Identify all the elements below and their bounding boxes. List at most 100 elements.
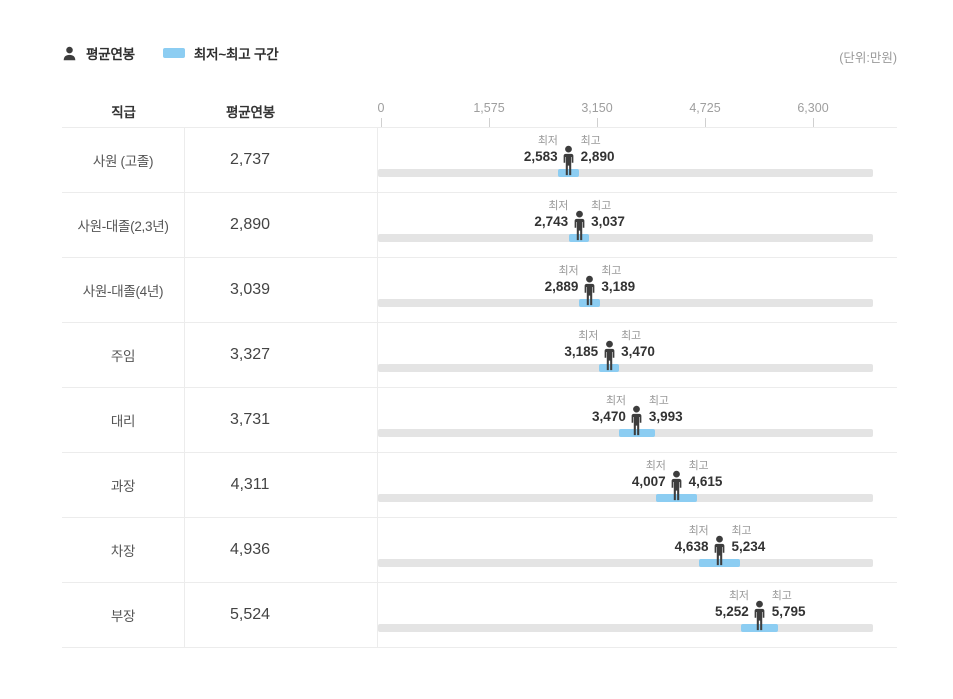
min-value-group: 최저 5,252 [715,591,749,619]
min-value-group: 최저 3,185 [564,331,598,359]
min-value: 3,470 [592,409,626,424]
range-chart-cell: 최저 2,743 최고 3,037 [378,193,897,257]
max-value-group: 최고 5,234 [731,526,765,554]
min-label: 최저 [537,135,558,147]
range-chart-cell: 최저 2,889 최고 3,189 [378,258,897,322]
min-label: 최저 [688,525,709,537]
range-chart-cell: 최저 3,185 최고 3,470 [378,323,897,387]
person-marker-icon [671,470,682,501]
min-value-group: 최저 4,007 [632,461,666,489]
range-swatch-icon [162,48,185,58]
table-row: 부장 5,524 최저 5,252 최고 5,795 [62,583,897,648]
person-marker-icon [563,145,574,176]
range-track [378,494,873,502]
range-track [378,299,873,307]
range-chart-cell: 최저 4,007 최고 4,615 [378,453,897,517]
min-value: 5,252 [715,604,749,619]
position-cell: 차장 [62,518,185,582]
table-row: 사원-대졸(4년) 3,039 최저 2,889 최고 3,189 [62,258,897,323]
range-bar [579,299,600,307]
range-bar [655,494,698,502]
range-chart-cell: 최저 2,583 최고 2,890 [378,128,897,192]
average-cell: 2,890 [185,193,378,257]
person-marker-icon [604,340,614,371]
legend-average-label: 평균연봉 [86,47,135,62]
range-bar [569,234,590,242]
max-value-group: 최고 5,795 [772,591,806,619]
max-value-group: 최고 3,470 [621,331,655,359]
max-value: 3,470 [621,344,655,359]
legend-item-average: 평균연봉 [62,43,135,63]
table-row: 과장 4,311 최저 4,007 최고 4,615 [62,453,897,518]
table-row: 차장 4,936 최저 4,638 최고 5,234 [62,518,897,583]
max-value-group: 최고 3,189 [601,266,635,294]
min-value: 4,007 [631,474,666,489]
average-cell: 4,311 [185,453,378,517]
min-label: 최저 [606,395,626,407]
legend: 평균연봉 최저~최고 구간 [62,43,279,63]
range-bar [741,624,779,632]
max-label: 최고 [648,395,669,407]
table-row: 사원 (고졸) 2,737 최저 2,583 최고 2,890 [62,128,897,193]
min-value: 3,185 [564,344,599,359]
position-cell: 부장 [62,583,185,647]
person-marker-icon [754,600,765,631]
range-bar [558,169,580,177]
person-marker-icon [584,275,595,306]
average-cell: 2,737 [185,128,378,192]
min-value-group: 최저 4,638 [675,526,709,554]
range-track [378,364,873,372]
table-row: 대리 3,731 최저 3,470 최고 3,993 [62,388,897,453]
position-cell: 사원-대졸(2,3년) [62,193,185,257]
average-cell: 3,731 [185,388,378,452]
table-row: 주임 3,327 최저 3,185 최고 3,470 [62,323,897,388]
position-cell: 주임 [62,323,185,387]
min-value: 2,889 [544,279,579,294]
range-track [378,624,873,632]
average-cell: 3,327 [185,323,378,387]
chart-axis: 0 1,575 3,150 4,725 6,300 [378,94,897,127]
max-label: 최고 [591,200,611,212]
position-cell: 과장 [62,453,185,517]
axis-tick-label: 6,300 [797,101,829,115]
range-chart-cell: 최저 4,638 최고 5,234 [378,518,897,582]
min-value-group: 최저 2,583 [524,136,558,164]
legend-item-range: 최저~최고 구간 [162,43,279,63]
axis-tick-label: 3,150 [581,101,613,115]
table-row: 사원-대졸(2,3년) 2,890 최저 2,743 최고 3,037 [62,193,897,258]
person-bust-icon [63,46,76,60]
min-value-group: 최저 2,889 [545,266,579,294]
position-cell: 사원 (고졸) [62,128,185,192]
axis-tick-mark [381,118,382,127]
max-label: 최고 [688,460,709,472]
min-value: 2,743 [534,214,569,229]
axis-tick-mark [489,118,490,127]
max-value: 4,615 [688,474,723,489]
min-value: 4,638 [674,539,709,554]
max-value: 3,037 [591,214,625,229]
header-position: 직급 [111,104,136,120]
axis-tick-mark [813,118,814,127]
min-label: 최저 [728,590,749,602]
min-value: 2,583 [523,149,558,164]
header-average: 평균연봉 [226,104,275,120]
axis-tick-mark [597,118,598,127]
table-header: 직급 평균연봉 0 1,575 3,150 4,725 6,300 [62,94,897,128]
range-bar [599,364,619,372]
legend-range-label: 최저~최고 구간 [193,47,279,62]
max-label: 최고 [621,330,641,342]
max-label: 최고 [731,525,752,537]
average-cell: 3,039 [185,258,378,322]
max-value: 3,189 [601,279,636,294]
position-cell: 대리 [62,388,185,452]
max-value-group: 최고 2,890 [581,136,615,164]
max-value-group: 최고 3,993 [649,396,683,424]
max-value-group: 최고 3,037 [591,201,625,229]
axis-tick-mark [705,118,706,127]
range-chart-cell: 최저 5,252 최고 5,795 [378,583,897,647]
max-value: 3,993 [648,409,683,424]
min-label: 최저 [578,330,599,342]
range-track [378,234,873,242]
range-bar [699,559,740,567]
